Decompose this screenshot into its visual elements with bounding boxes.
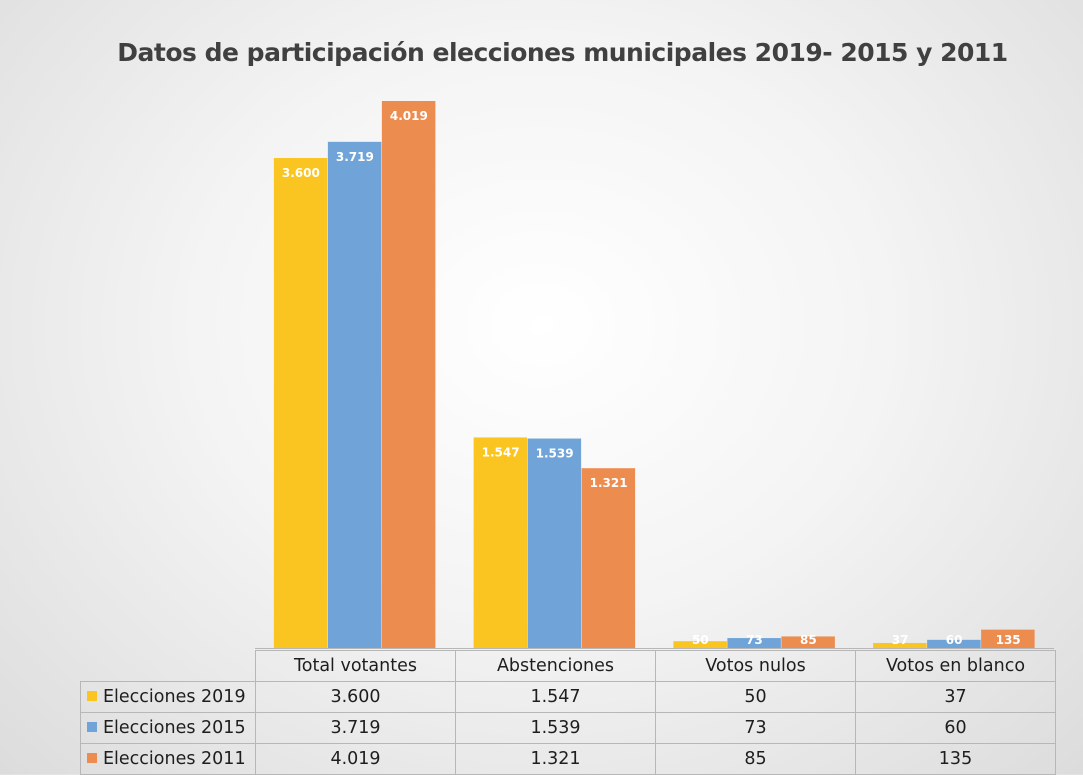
legend-key bbox=[87, 722, 97, 732]
data-table-corner bbox=[80, 650, 256, 682]
legend-key bbox=[87, 753, 97, 763]
table-cell: 4.019 bbox=[255, 743, 456, 775]
data-table: Total votantes Abstenciones Votos nulos … bbox=[80, 650, 1056, 775]
table-cell: 60 bbox=[855, 712, 1056, 744]
bar-value-label: 1.547 bbox=[482, 445, 520, 459]
bar bbox=[981, 629, 1035, 648]
bar-value-label: 3.719 bbox=[336, 150, 374, 164]
series-row-header: Elecciones 2019 bbox=[80, 681, 256, 713]
bar bbox=[527, 438, 582, 648]
bar-value-label: 3.600 bbox=[282, 166, 320, 180]
chart-title: Datos de participación elecciones munici… bbox=[117, 38, 1008, 67]
table-cell: 1.321 bbox=[455, 743, 656, 775]
series-name: Elecciones 2011 bbox=[103, 749, 246, 769]
table-cell: 85 bbox=[655, 743, 856, 775]
series-name: Elecciones 2019 bbox=[103, 687, 246, 707]
bar bbox=[727, 638, 781, 648]
bar-value-label: 4.019 bbox=[390, 109, 428, 123]
category-header: Votos nulos bbox=[655, 650, 856, 682]
bar-value-label: 37 bbox=[892, 633, 909, 647]
bar-value-label: 1.321 bbox=[590, 476, 628, 490]
table-cell: 1.547 bbox=[455, 681, 656, 713]
legend-key bbox=[87, 691, 97, 701]
bar-chart: 3.600 3.719 4.019 1.547 1.539 1.321 50 73 85 37 60… bbox=[255, 101, 1054, 649]
bar bbox=[473, 437, 528, 648]
bar bbox=[873, 642, 927, 648]
bar bbox=[273, 158, 328, 648]
table-cell: 3.719 bbox=[255, 712, 456, 744]
bar bbox=[673, 641, 727, 648]
table-cell: 1.539 bbox=[455, 712, 656, 744]
bar-value-label: 85 bbox=[800, 633, 817, 647]
table-cell: 37 bbox=[855, 681, 1056, 713]
category-header: Abstenciones bbox=[455, 650, 656, 682]
data-table-row: Elecciones 2011 4.019 1.321 85 135 bbox=[80, 743, 1056, 775]
bar bbox=[581, 468, 636, 648]
table-cell: 3.600 bbox=[255, 681, 456, 713]
series-row-header: Elecciones 2011 bbox=[80, 743, 256, 775]
data-table-header-row: Total votantes Abstenciones Votos nulos … bbox=[80, 650, 1056, 682]
category-header: Total votantes bbox=[255, 650, 456, 682]
bar-value-label: 135 bbox=[996, 633, 1021, 647]
table-cell: 73 bbox=[655, 712, 856, 744]
bar bbox=[327, 141, 382, 648]
bar-value-label: 1.539 bbox=[536, 447, 574, 461]
bar bbox=[381, 101, 436, 648]
bar-value-label: 50 bbox=[692, 633, 709, 647]
bar-value-label: 60 bbox=[946, 633, 963, 647]
data-table-row: Elecciones 2015 3.719 1.539 73 60 bbox=[80, 712, 1056, 744]
bar bbox=[781, 636, 835, 648]
category-header: Votos en blanco bbox=[855, 650, 1056, 682]
table-cell: 135 bbox=[855, 743, 1056, 775]
table-cell: 50 bbox=[655, 681, 856, 713]
series-name: Elecciones 2015 bbox=[103, 718, 246, 738]
bar-value-label: 73 bbox=[746, 633, 763, 647]
series-row-header: Elecciones 2015 bbox=[80, 712, 256, 744]
bar bbox=[927, 639, 981, 648]
data-table-row: Elecciones 2019 3.600 1.547 50 37 bbox=[80, 681, 1056, 713]
